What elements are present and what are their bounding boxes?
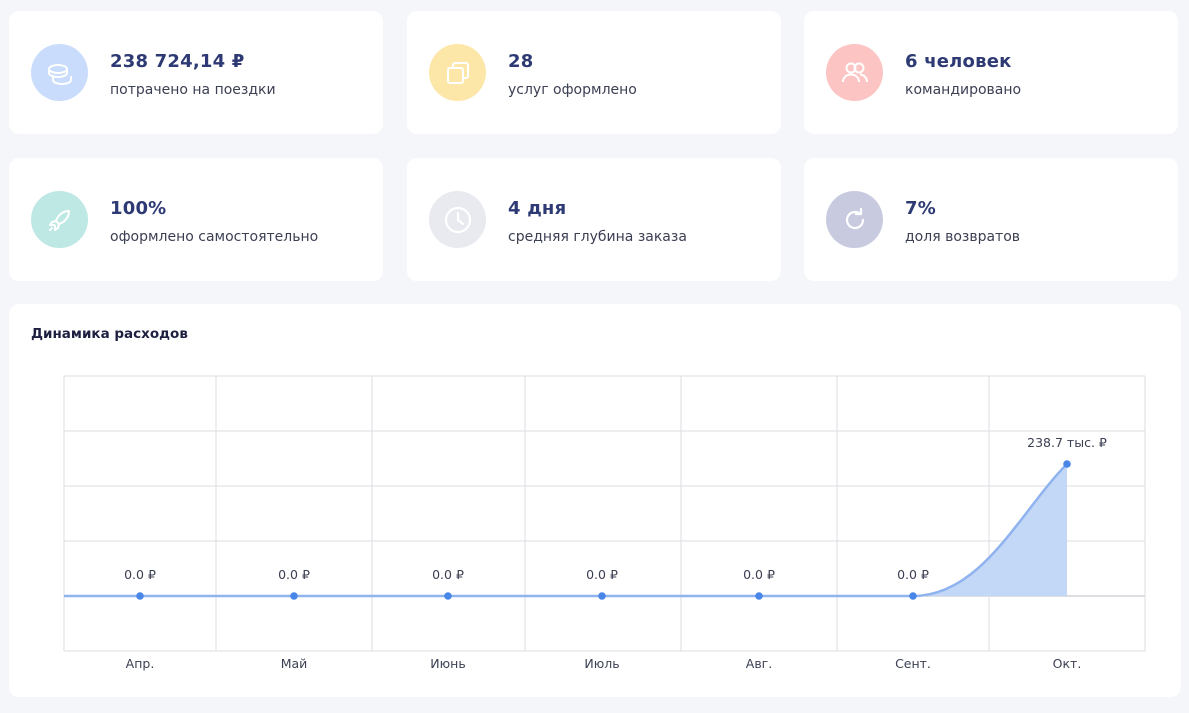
stat-card-returns: 7% доля возвратов — [804, 158, 1178, 281]
data-point — [1063, 460, 1071, 468]
stat-card-spent: 238 724,14 ₽ потрачено на поездки — [9, 11, 383, 134]
x-tick-label: Окт. — [1053, 656, 1082, 671]
x-tick-label: Апр. — [126, 656, 155, 671]
stat-value: 100% — [110, 198, 167, 219]
stat-value: 238 724,14 ₽ — [110, 51, 245, 72]
x-tick-label: Сент. — [895, 656, 931, 671]
stat-card-self-booked: 100% оформлено самостоятельно — [9, 158, 383, 281]
copy-icon — [429, 44, 486, 101]
stat-value: 6 человек — [905, 51, 1012, 72]
stat-card-people: 6 человек командировано — [804, 11, 1178, 134]
series-line — [64, 463, 1068, 598]
stat-card-booking-depth: 4 дня средняя глубина заказа — [407, 158, 781, 281]
rocket-icon — [31, 191, 88, 248]
stat-label: средняя глубина заказа — [508, 229, 687, 245]
data-point — [909, 592, 917, 600]
expense-chart: 0.0 ₽ Апр. 0.0 ₽ Май 0.0 ₽ Июнь 0.0 ₽ Июль 0.0 ₽… — [63, 375, 1146, 671]
data-label: 0.0 ₽ — [743, 567, 775, 582]
stat-label: потрачено на поездки — [110, 82, 276, 98]
data-label: 0.0 ₽ — [278, 567, 310, 582]
stat-value: 7% — [905, 198, 936, 219]
data-label: 0.0 ₽ — [897, 567, 929, 582]
area-fill — [913, 464, 1067, 596]
chart-title: Динамика расходов — [31, 326, 188, 342]
x-tick-label: Авг. — [746, 656, 772, 671]
data-point — [444, 592, 452, 600]
expense-chart-card: Динамика расходов 0.0 ₽ Апр. 0.0 ₽ Май 0.0 ₽… — [9, 304, 1181, 697]
data-point — [290, 592, 298, 600]
stat-label: командировано — [905, 82, 1022, 98]
data-point — [598, 592, 606, 600]
stat-label: услуг оформлено — [508, 82, 637, 98]
stat-card-services: 28 услуг оформлено — [407, 11, 781, 134]
x-tick-label: Июнь — [430, 656, 465, 671]
stat-value: 4 дня — [508, 198, 567, 219]
data-label: 0.0 ₽ — [586, 567, 618, 582]
data-label: 238.7 тыс. ₽ — [1027, 435, 1107, 450]
clock-icon — [429, 191, 486, 248]
users-icon — [826, 44, 883, 101]
stat-label: доля возвратов — [905, 229, 1021, 245]
stat-value: 28 — [508, 51, 534, 72]
data-label: 0.0 ₽ — [432, 567, 464, 582]
data-label: 0.0 ₽ — [124, 567, 156, 582]
x-tick-label: Июль — [584, 656, 619, 671]
data-point — [136, 592, 144, 600]
x-tick-label: Май — [281, 656, 308, 671]
stat-label: оформлено самостоятельно — [110, 229, 319, 245]
refresh-icon — [826, 191, 883, 248]
data-point — [755, 592, 763, 600]
coins-icon — [31, 44, 88, 101]
